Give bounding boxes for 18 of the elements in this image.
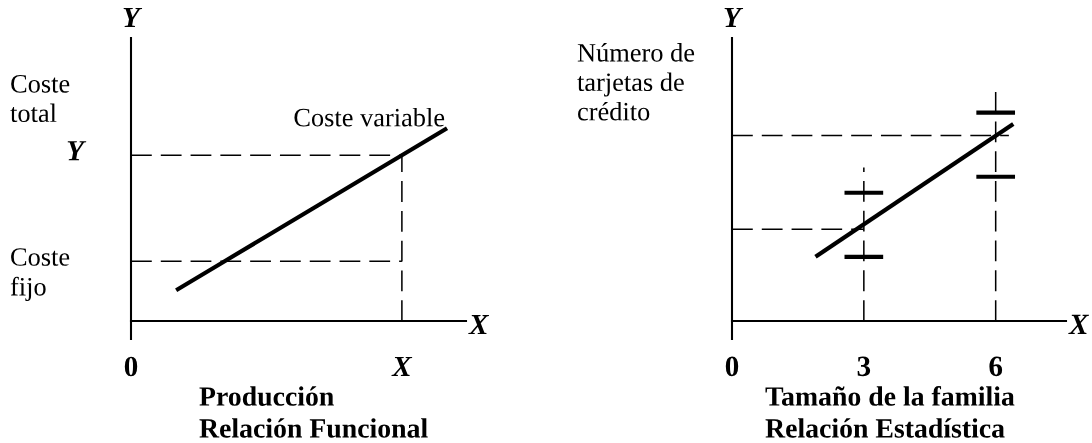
text: X bbox=[468, 314, 490, 335]
annotation: Y bbox=[67, 141, 87, 161]
x-tick-label: 6 bbox=[989, 356, 1003, 377]
x-axis-title: Producción bbox=[199, 386, 334, 406]
y-axis-title: Número de tarjetas de crédito bbox=[577, 43, 695, 121]
annotation: Coste fijo bbox=[10, 248, 70, 301]
x-tick-label: 0 bbox=[725, 356, 739, 377]
text: X bbox=[1068, 314, 1090, 334]
series-label: Coste variable bbox=[294, 107, 445, 127]
y-axis-title: Coste total bbox=[10, 74, 70, 123]
x-tick-label: 0 bbox=[124, 356, 138, 377]
text: Y bbox=[724, 7, 744, 28]
text: Relación Estadística bbox=[765, 418, 1005, 438]
x-axis-title: Tamaño de la familia bbox=[765, 386, 1015, 406]
x-tick-label: X bbox=[391, 356, 413, 377]
text: Y bbox=[123, 7, 143, 28]
text: Relación Funcional bbox=[199, 418, 428, 438]
x-tick-label: 3 bbox=[857, 356, 871, 377]
